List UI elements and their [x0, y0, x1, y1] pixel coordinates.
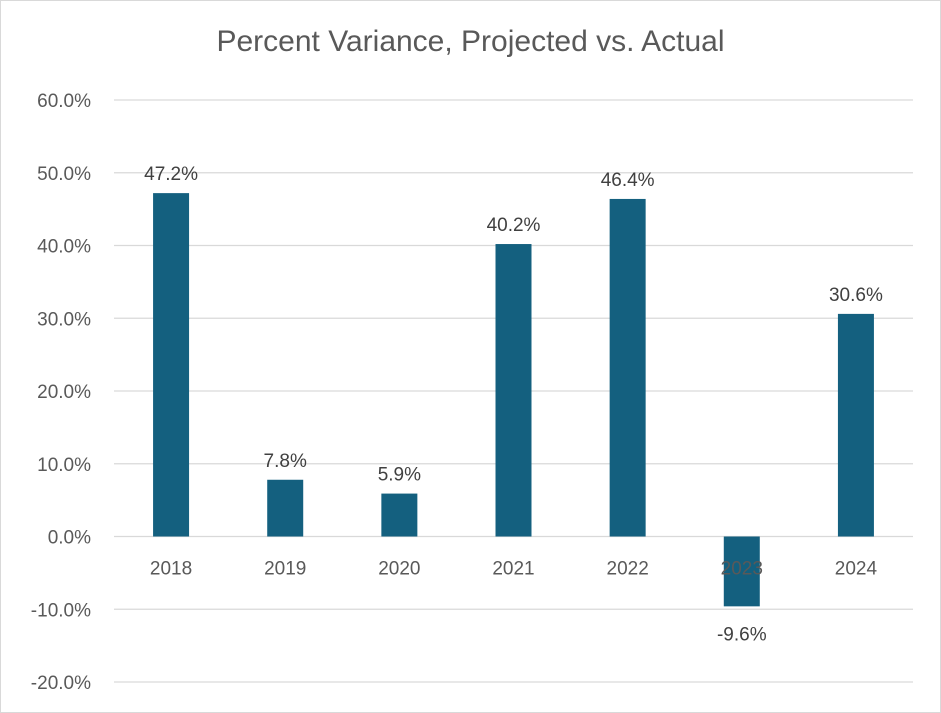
bar-2021	[495, 244, 532, 537]
data-label: 47.2%	[144, 164, 198, 185]
data-label: 40.2%	[487, 215, 541, 236]
bar-2023	[723, 536, 760, 607]
bar-2018	[153, 193, 190, 537]
bar-2020	[381, 493, 418, 537]
bar-2022	[609, 198, 646, 537]
x-tick-label: 2024	[835, 559, 878, 580]
x-tick-label: 2018	[150, 559, 192, 580]
bar-2024	[837, 313, 874, 537]
data-label: -9.6%	[717, 624, 767, 645]
y-tick-label: 30.0%	[37, 309, 91, 330]
y-tick-label: 60.0%	[37, 91, 91, 112]
data-label: 7.8%	[264, 451, 307, 472]
y-tick-label: 50.0%	[37, 164, 91, 185]
bar-2019	[267, 479, 304, 537]
y-tick-label: 20.0%	[37, 382, 91, 403]
x-tick-label: 2020	[378, 559, 420, 580]
y-tick-label: 40.0%	[37, 237, 91, 258]
data-label: 30.6%	[829, 285, 883, 306]
y-tick-label: -10.0%	[31, 600, 91, 621]
bars	[153, 193, 874, 607]
data-labels: 47.2% 7.8% 5.9% 40.2% 46.4% -9.6% 30.6%	[144, 164, 883, 645]
x-tick-label: 2021	[492, 559, 534, 580]
y-tick-label: -20.0%	[31, 673, 91, 694]
data-label: 46.4%	[601, 170, 655, 191]
chart-title: Percent Variance, Projected vs. Actual	[216, 25, 725, 58]
x-tick-label: 2019	[264, 559, 306, 580]
y-axis-ticks: 60.0% 50.0% 40.0% 30.0% 20.0% 10.0% 0.0% -10.0%…	[31, 91, 91, 694]
y-tick-label: 0.0%	[48, 528, 91, 549]
x-axis-ticks: 2018 2019 2020 2021 2022 2023 2024	[150, 559, 878, 580]
x-tick-label: 2022	[607, 559, 649, 580]
y-tick-label: 10.0%	[37, 455, 91, 476]
x-tick-label: 2023	[721, 559, 763, 580]
data-label: 5.9%	[378, 465, 421, 486]
